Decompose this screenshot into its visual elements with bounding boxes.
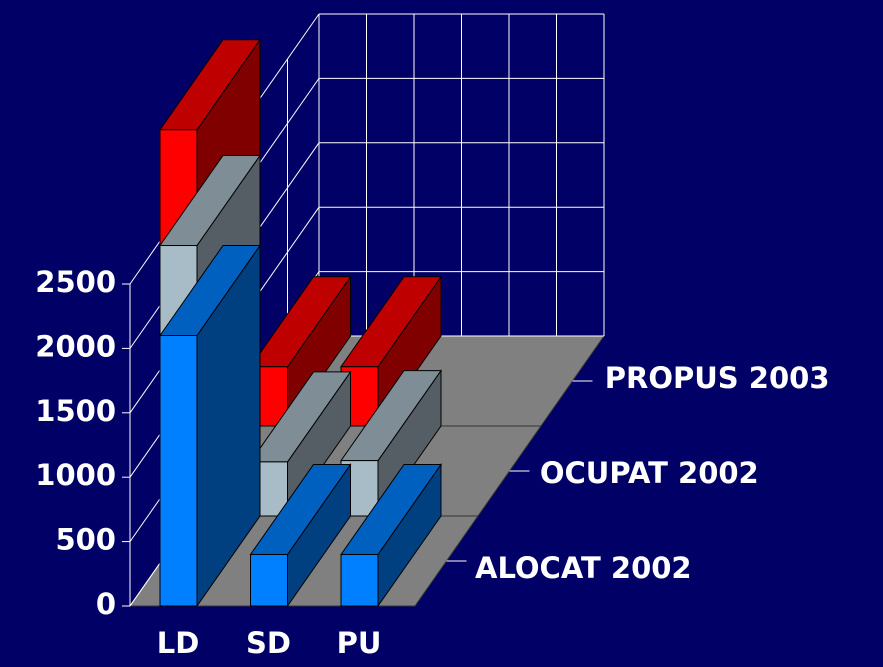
x-tick-label: PU — [337, 626, 382, 660]
y-tick-label: 2000 — [35, 329, 116, 363]
series-label: ALOCAT 2002 — [475, 551, 692, 585]
bar — [159, 335, 198, 607]
bar — [340, 553, 379, 607]
bar — [250, 553, 288, 607]
x-tick-label: SD — [246, 626, 291, 660]
y-tick-label: 500 — [55, 523, 116, 557]
y-tick-label: 2500 — [35, 265, 116, 299]
y-tick-label: 1500 — [35, 394, 116, 428]
series-label: OCUPAT 2002 — [540, 456, 759, 490]
y-tick-label: 1000 — [35, 458, 116, 492]
y-tick-label: 0 — [96, 587, 116, 621]
x-tick-label: LD — [157, 626, 200, 660]
series-label: PROPUS 2003 — [605, 361, 830, 395]
